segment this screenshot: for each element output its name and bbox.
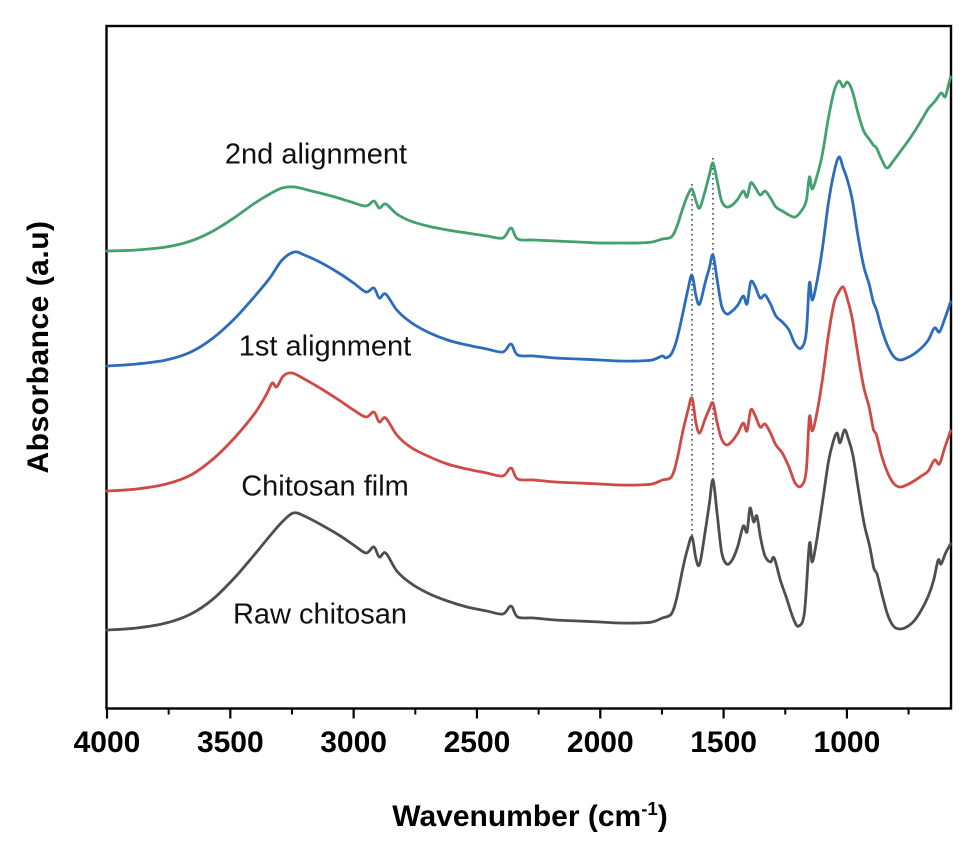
x-tick-label-3500: 3500 <box>196 726 264 759</box>
x-tick-label-2500: 2500 <box>443 726 511 759</box>
series-label-raw-chitosan: Raw chitosan <box>232 598 408 631</box>
spectrum-curve-2nd-alignment <box>105 75 952 253</box>
x-tick-label-1500: 1500 <box>690 726 757 759</box>
y-axis-title: Absorbance (a.u) <box>22 220 55 474</box>
spectrum-curve-raw-chitosan <box>105 428 952 632</box>
x-tick-label-4000: 4000 <box>73 726 141 759</box>
x-tick-label-3000: 3000 <box>320 726 387 759</box>
series-label-1st-alignment: 1st alignment <box>238 330 412 363</box>
x-tick-label-2000: 2000 <box>566 726 634 759</box>
x-axis-title-superscript: -1 <box>641 798 658 819</box>
x-axis-title: Wavenumber (cm-1) <box>392 798 668 834</box>
x-tick-label-1000: 1000 <box>813 726 881 759</box>
series-label-2nd-alignment: 2nd alignment <box>224 138 408 171</box>
spectrum-curve-1st-alignment <box>105 155 952 368</box>
x-axis-title-text: Wavenumber (cm <box>392 800 642 833</box>
spectrum-curve-chitosan-film <box>105 285 952 493</box>
series-label-chitosan-film: Chitosan film <box>241 470 409 503</box>
x-axis-title-close-paren: ) <box>657 800 668 833</box>
